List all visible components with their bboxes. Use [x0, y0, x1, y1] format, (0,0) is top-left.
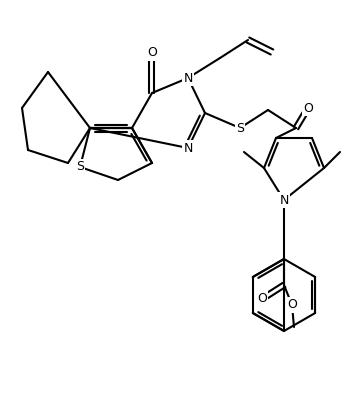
Text: O: O — [303, 102, 313, 115]
Text: N: N — [183, 142, 193, 155]
Text: O: O — [257, 292, 267, 305]
Text: S: S — [236, 121, 244, 134]
Text: O: O — [287, 299, 297, 312]
Text: S: S — [76, 160, 84, 173]
Text: N: N — [183, 71, 193, 84]
Text: O: O — [147, 47, 157, 60]
Text: N: N — [279, 194, 289, 207]
